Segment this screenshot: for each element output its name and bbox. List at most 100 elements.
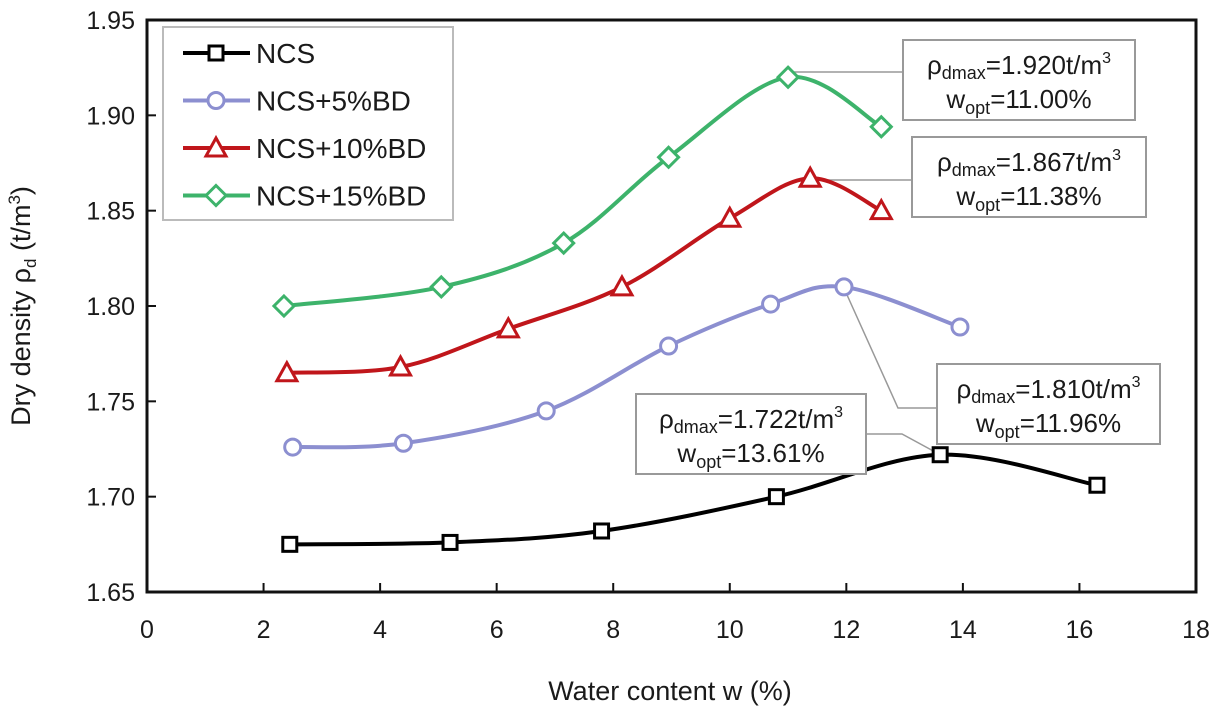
legend-label: NCS+5%BD [256, 86, 411, 117]
legend-label: NCS [256, 38, 315, 69]
legend-square-marker [207, 44, 225, 62]
series-ncs-5-bd [283, 277, 970, 457]
annotation-rho-value: =1.867t/m [996, 147, 1112, 177]
annotation-rho-value: =1.810t/m [1015, 374, 1131, 404]
x-tick-label: 12 [832, 616, 860, 644]
circle-data-point [659, 336, 679, 356]
legend-diamond-marker [203, 183, 229, 208]
annotation-w: wopt=11.00% [945, 84, 1091, 118]
annotation-rho-label: ρ [937, 147, 952, 177]
square-data-point [931, 446, 949, 464]
annotation-w-sub: opt [995, 422, 1020, 442]
annotation-w-label: w [676, 438, 696, 468]
y-tick-label: 1.70 [86, 484, 135, 512]
x-axis-title: Water content w (%) [548, 676, 792, 706]
annotation-box [902, 39, 1136, 121]
annotation-rho-label: ρ [956, 374, 971, 404]
diamond-data-point [551, 230, 576, 256]
square-data-point [767, 488, 785, 506]
x-tick-label: 16 [1066, 616, 1094, 644]
annotation-w-sub: opt [975, 195, 1000, 215]
annotation-rho-label: ρ [927, 50, 942, 80]
triangle-data-point [717, 205, 743, 228]
legend-circle-marker [206, 91, 226, 110]
annotation-rho-sup: 3 [1132, 374, 1141, 391]
annotation-rho-sub: dmax [952, 160, 996, 180]
square-data-point [281, 535, 299, 553]
series-ncs-10-bd [274, 165, 894, 383]
annotation-4: ρdmax=1.722t/m3 wopt=13.61% [635, 393, 867, 475]
diamond-data-point [775, 65, 801, 90]
annotations: ρdmax=1.920t/m3wopt=11.00%ρdmax=1.867t/m… [635, 39, 1161, 475]
x-tick-label: 14 [949, 616, 977, 644]
triangle-data-point [495, 315, 521, 339]
leader-line [866, 433, 938, 454]
y-tick-label: 1.65 [86, 579, 135, 607]
annotation-w-label: w [945, 84, 965, 114]
diamond-data-point [271, 293, 297, 319]
circle-data-point [761, 294, 781, 314]
annotation-w-sub: opt [696, 452, 721, 472]
triangle-data-point [274, 359, 300, 383]
annotation-rho-sup: 3 [1112, 147, 1121, 164]
annotation-w: wopt=11.96% [975, 408, 1121, 442]
series-ncs-15-bd [271, 65, 894, 319]
annotation-rho-value: =1.722t/m [718, 404, 834, 434]
y-tick-label: 1.95 [86, 7, 135, 35]
legend: NCS NCS+5%BD NCS+10%BD NCS+15%BD [162, 26, 454, 221]
circle-data-point [283, 437, 303, 457]
annotation-w-label: w [975, 408, 995, 438]
triangle-data-point [387, 353, 414, 377]
annotation-rho-sub: dmax [971, 387, 1015, 407]
annotation-rho: ρdmax=1.920t/m3 [927, 50, 1111, 83]
annotation-w-value: =11.96% [1020, 408, 1121, 438]
annotation-rho-sup: 3 [834, 404, 843, 421]
y-tick-label: 1.85 [86, 198, 135, 226]
x-tick-label: 18 [1182, 616, 1210, 644]
annotation-rho-value: =1.920t/m [986, 50, 1102, 80]
legend-label: NCS+10%BD [256, 133, 426, 164]
diamond-data-point [429, 274, 454, 300]
y-tick-label: 1.80 [86, 293, 135, 321]
circle-data-point [536, 401, 556, 421]
legend-label: NCS+15%BD [256, 181, 426, 212]
y-axis: 1.65 1.70 1.75 1.80 1.85 1.90 1.95 [86, 7, 156, 607]
annotation-rho-label: ρ [659, 404, 674, 434]
leader-line [842, 285, 937, 409]
annotation-w-value: =11.38% [1000, 181, 1101, 211]
annotation-box [936, 363, 1161, 445]
square-data-point [441, 533, 459, 551]
circle-data-point [950, 317, 970, 337]
diamond-data-point [869, 114, 894, 139]
annotation-rho: ρdmax=1.810t/m3 [956, 374, 1140, 407]
annotation-w: wopt=11.38% [955, 181, 1101, 215]
annotation-w-label: w [955, 181, 975, 211]
triangle-data-point [868, 197, 894, 221]
annotation-rho: ρdmax=1.867t/m3 [937, 147, 1121, 180]
annotation-w: wopt=13.61% [676, 438, 824, 472]
y-axis-title: Dry density ρd (t/m3) [5, 186, 40, 426]
annotation-box [911, 136, 1147, 218]
annotation-w-value: =11.00% [990, 84, 1091, 114]
triangle-data-point [797, 165, 823, 188]
series-line [289, 452, 1098, 547]
annotation-w-sub: opt [965, 98, 990, 118]
x-tick-label: 0 [140, 616, 154, 644]
square-data-point [1088, 476, 1106, 494]
x-tick-label: 10 [716, 616, 744, 644]
annotation-w-value: =13.61% [721, 438, 824, 468]
annotation-rho-sub: dmax [674, 417, 718, 437]
y-tick-label: 1.75 [86, 388, 135, 416]
x-axis: 0 2 4 6 8 10 12 14 16 18 [140, 583, 1210, 644]
circle-data-point [834, 277, 854, 297]
triangle-data-point [609, 273, 635, 297]
x-tick-label: 6 [490, 616, 504, 644]
diamond-data-point [656, 145, 681, 170]
x-tick-label: 2 [257, 616, 271, 644]
y-tick-label: 1.90 [86, 102, 135, 130]
legend-triangle-marker [203, 134, 229, 158]
annotation-box [635, 393, 867, 475]
